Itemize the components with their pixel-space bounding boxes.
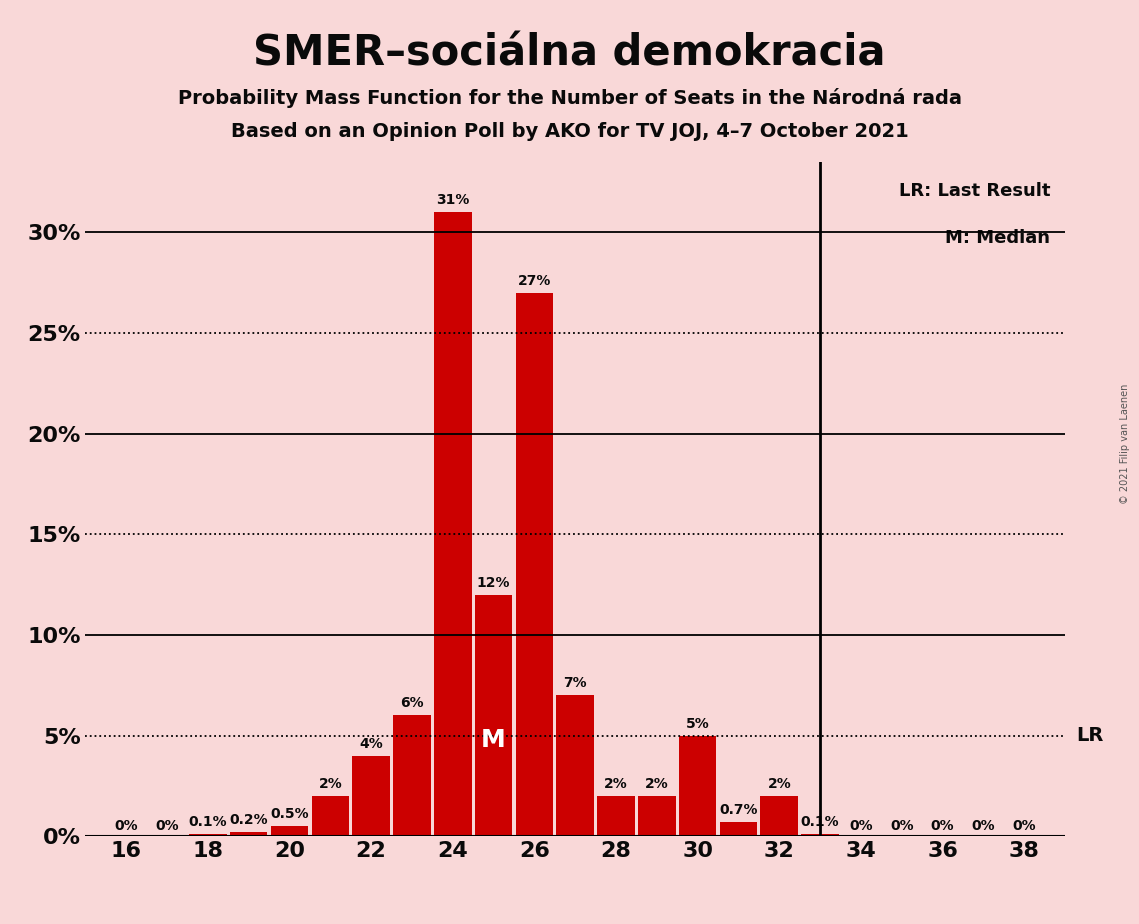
- Bar: [230, 833, 268, 836]
- Text: © 2021 Filip van Laenen: © 2021 Filip van Laenen: [1121, 383, 1130, 504]
- Bar: [475, 595, 513, 836]
- Bar: [638, 796, 675, 836]
- Text: Probability Mass Function for the Number of Seats in the Národná rada: Probability Mass Function for the Number…: [178, 88, 961, 108]
- Text: 0.1%: 0.1%: [801, 815, 839, 829]
- Bar: [679, 736, 716, 836]
- Text: 0.5%: 0.5%: [270, 808, 309, 821]
- Text: 31%: 31%: [436, 193, 469, 207]
- Text: 2%: 2%: [645, 777, 669, 791]
- Text: 5%: 5%: [686, 716, 710, 731]
- Text: M: M: [481, 727, 506, 751]
- Text: 0%: 0%: [931, 820, 954, 833]
- Text: 0.1%: 0.1%: [189, 815, 227, 829]
- Text: 2%: 2%: [768, 777, 792, 791]
- Text: SMER–sociálna demokracia: SMER–sociálna demokracia: [253, 32, 886, 74]
- Bar: [271, 826, 309, 836]
- Bar: [434, 212, 472, 836]
- Text: 7%: 7%: [564, 676, 587, 690]
- Bar: [597, 796, 634, 836]
- Text: 0.7%: 0.7%: [719, 803, 757, 817]
- Bar: [393, 715, 431, 836]
- Bar: [516, 293, 554, 836]
- Text: 0%: 0%: [890, 820, 913, 833]
- Text: 0%: 0%: [155, 820, 179, 833]
- Bar: [802, 834, 838, 836]
- Bar: [761, 796, 798, 836]
- Bar: [189, 834, 227, 836]
- Text: 2%: 2%: [319, 777, 342, 791]
- Text: 12%: 12%: [477, 576, 510, 590]
- Bar: [557, 695, 593, 836]
- Text: 0%: 0%: [849, 820, 872, 833]
- Text: M: Median: M: Median: [945, 229, 1050, 247]
- Text: LR: LR: [1076, 726, 1104, 745]
- Text: 0%: 0%: [114, 820, 138, 833]
- Text: 0%: 0%: [972, 820, 995, 833]
- Text: LR: Last Result: LR: Last Result: [899, 182, 1050, 200]
- Text: 0.2%: 0.2%: [229, 813, 268, 827]
- Text: 6%: 6%: [400, 697, 424, 711]
- Bar: [312, 796, 349, 836]
- Text: 4%: 4%: [359, 736, 383, 750]
- Bar: [720, 822, 757, 836]
- Text: 27%: 27%: [518, 274, 551, 287]
- Text: Based on an Opinion Poll by AKO for TV JOJ, 4–7 October 2021: Based on an Opinion Poll by AKO for TV J…: [230, 122, 909, 141]
- Text: 0%: 0%: [1013, 820, 1036, 833]
- Text: 2%: 2%: [604, 777, 628, 791]
- Bar: [352, 756, 390, 836]
